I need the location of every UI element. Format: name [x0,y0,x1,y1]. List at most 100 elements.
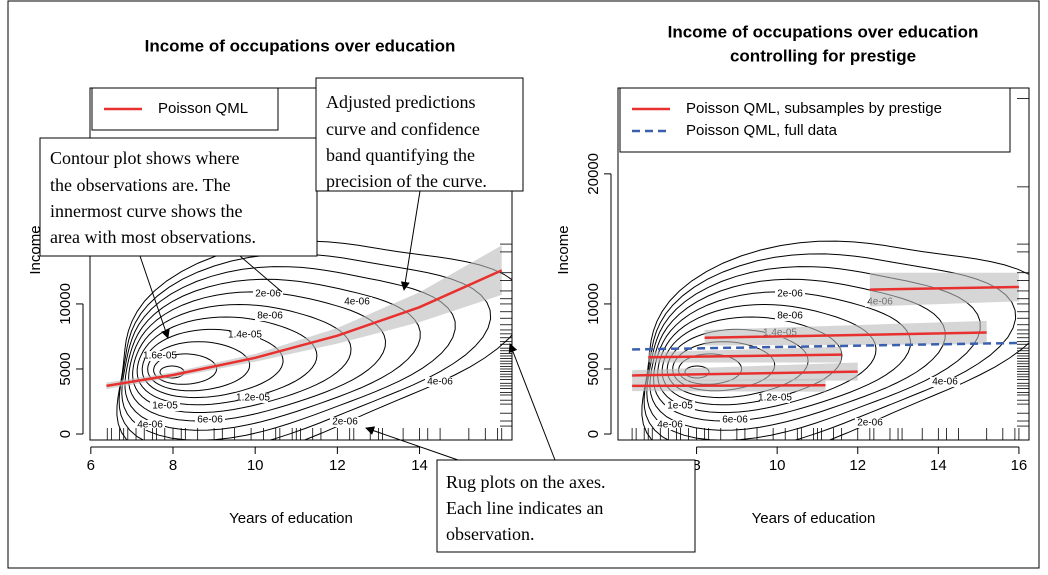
annotations: Contour plot shows where the observation… [39,77,696,553]
x-tick-label: 8 [692,457,700,474]
y-tick-label: 5000 [57,352,74,385]
y-tick-label: 0 [585,430,602,438]
contour-label-bg [760,393,790,403]
contour [159,365,185,379]
confidence-band [648,346,842,363]
legend-label: Poisson QML, subsamples by prestige [686,100,942,117]
x-tick-label: 14 [411,457,428,474]
plot-area: 2e-06 4e-06 8e-06 1.4e-05 1.6e-05 1e-05 1.2e-0… [106,98,512,440]
contour-label-bg [342,297,372,307]
contour-label: 6e-06 [197,415,223,426]
annotation-text: band quantifying the [326,145,475,165]
contour-label-bg [930,377,960,387]
contour-label: 4e-06 [427,377,453,388]
panel: Income of occupations over education 2e-0… [27,36,513,527]
y-axis-label: Income [555,225,572,274]
legend-box [619,87,1011,153]
contour [128,291,387,422]
annotation-box [315,77,524,192]
x-axis-label: Years of education [229,510,353,527]
contour [132,303,352,413]
arrow [239,255,283,293]
x-tick-label: 12 [849,457,866,474]
contour-label-bg [775,311,805,321]
contour-label: 2e-06 [255,289,281,300]
contour-label: 8e-06 [777,311,803,322]
confidence-band [704,320,987,346]
arrow [508,343,556,461]
series-line [632,285,1019,388]
y-tick-label: 10000 [57,283,74,325]
plot-area: 2e-064e-068e-061.4e-051e-051.2e-056e-064… [631,98,1029,440]
x-tick-label: 14 [930,457,947,474]
contour-label-bg [665,401,695,411]
contour-label: 1e-05 [667,401,693,412]
contour-label: 1.6e-05 [143,351,177,362]
legend-label: Poisson QML [158,100,248,117]
annotation-text: observation. [446,524,534,544]
y-tick-label: 10000 [585,283,602,325]
plot-box [89,87,513,441]
contour-label-bg [253,289,283,299]
x-tick-label: 10 [769,457,786,474]
series-line [106,269,503,388]
contour-label: 1.4e-05 [228,330,262,341]
contour-label-bg [238,393,268,403]
contour-label: 2e-06 [332,417,358,428]
contour-label-bg [655,420,685,430]
contour-label: 2e-06 [857,418,883,429]
contour-label: 1e-05 [152,401,178,412]
y-tick-label: 20000 [585,153,602,195]
x-tick-label: 10 [247,457,264,474]
contour-label-bg [230,330,260,340]
annotation-text: precision of the curve. [326,171,487,191]
contour-label-bg [855,418,885,428]
x-tick-label: 8 [169,457,177,474]
annotation-box [39,137,318,257]
annotation-box [436,459,696,553]
annotation-text: innermost curve shows the [50,201,242,221]
contour-label-bg [135,420,165,430]
contour-label-bg [425,377,455,387]
confidence-band [632,362,858,381]
x-tick-label: 6 [87,457,95,474]
contour-label-bg [150,401,180,411]
contour-label: 6e-06 [722,415,748,426]
contour [147,341,251,392]
y-tick-label: 5000 [585,352,602,385]
confidence-band [869,272,1019,307]
x-tick-label: 16 [1011,457,1028,474]
chart-title: Income of occupations over education [145,36,456,55]
annotation-text: curve and confidence [326,119,480,139]
chart-title: Income of occupations over education [668,22,979,41]
contour-label: 2e-06 [777,289,803,300]
contour-label: 1.2e-05 [758,393,792,404]
annotation-text: Each line indicates an [446,498,603,518]
contour [153,353,218,385]
contour [124,278,421,431]
contour-label-bg [775,289,805,299]
plots: Income of occupations over education 2e-0… [27,22,1030,527]
contour-label: 4e-06 [932,377,958,388]
annotation-text: the observations are. The [50,175,231,195]
contour-label-bg [145,351,175,361]
arrow [365,426,459,461]
contour [661,316,843,406]
contour-label: 4e-06 [657,420,683,431]
annotation-text: area with most observations. [50,227,256,247]
contour [136,316,318,406]
annotation-text: Contour plot shows where [50,148,239,168]
x-axis-label: Years of education [752,510,876,527]
contour [116,240,512,440]
contour-label: 8e-06 [257,311,283,322]
chart-title: controlling for prestige [730,46,916,65]
contour-label: 4e-06 [137,420,163,431]
y-tick-label: 0 [57,430,74,438]
contour [121,266,456,440]
contour-label: 4e-06 [344,297,370,308]
panel: Income of occupations over education cont… [555,22,1030,527]
arrow [139,255,170,339]
frame [7,0,1040,569]
x-tick-label: 12 [329,457,346,474]
